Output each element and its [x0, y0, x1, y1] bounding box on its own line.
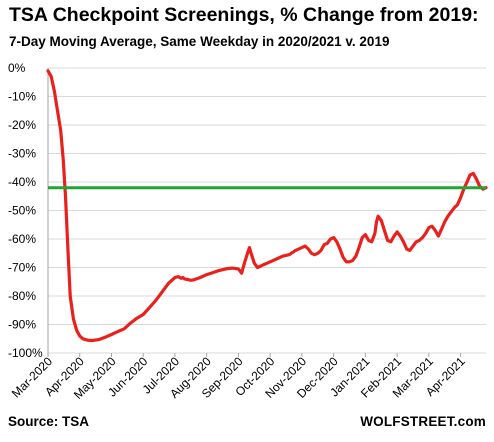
gridlines — [48, 67, 486, 354]
y-tick-label: -60% — [8, 232, 36, 246]
y-tick-label: 0% — [8, 61, 26, 75]
series-layer — [46, 69, 488, 343]
y-tick-label: -80% — [8, 289, 36, 303]
y-tick-label: -70% — [8, 261, 36, 275]
site-credit: WOLFSTREET.com — [360, 414, 486, 429]
y-tick-label: -50% — [8, 204, 36, 218]
chart-subtitle: 7-Day Moving Average, Same Weekday in 20… — [9, 34, 390, 49]
y-tick-label: -30% — [8, 147, 36, 161]
y-tick-label: -90% — [8, 318, 36, 332]
y-tick-label: -40% — [8, 175, 36, 189]
y-tick-label: -10% — [8, 90, 36, 104]
series-line — [46, 69, 488, 343]
y-tick-label: -20% — [8, 118, 36, 132]
y-tick-labels: 0% -10% -20% -30% -40% -50% -60% -70% -80% -90% -1… — [8, 61, 43, 360]
source-note: Source: TSA — [8, 414, 90, 429]
y-tick-label: -100% — [8, 346, 43, 360]
axes — [47, 68, 462, 357]
chart-title: TSA Checkpoint Screenings, % Change from… — [9, 4, 479, 26]
x-tick-labels: Mar-2020Apr-2020May-2020Jun-2020Jul-2020… — [9, 354, 468, 402]
